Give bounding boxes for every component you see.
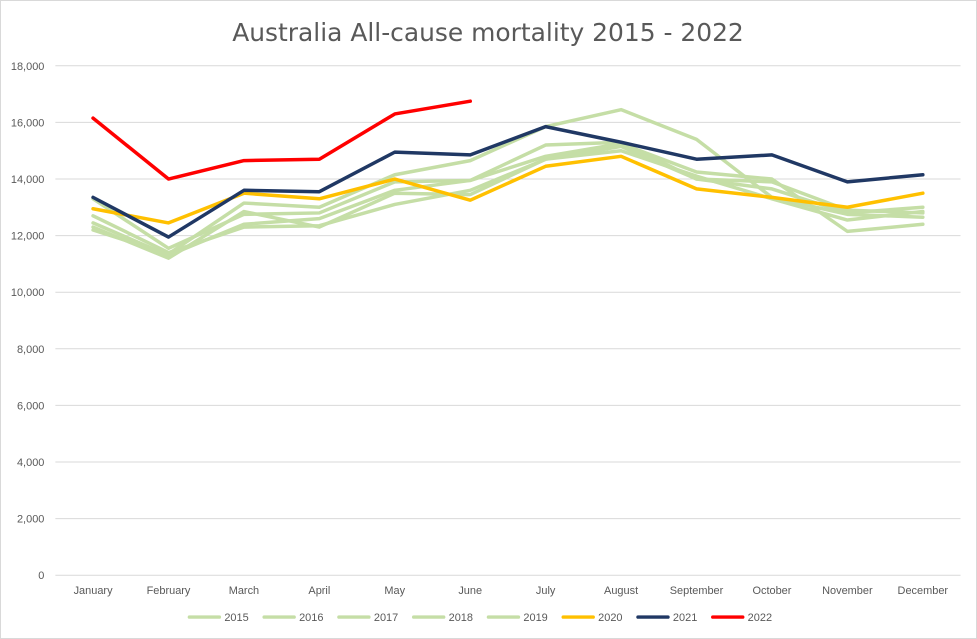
x-tick-label: January [74, 585, 113, 597]
series-line-2021 [91, 124, 925, 239]
y-tick-label: 14,000 [11, 174, 45, 186]
x-tick-label: August [604, 585, 638, 597]
y-tick-label: 0 [38, 570, 44, 582]
x-tick-label: December [898, 585, 949, 597]
x-tick-label: May [384, 585, 405, 597]
x-tick-label: April [308, 585, 330, 597]
y-tick-label: 16,000 [11, 117, 45, 129]
legend-item-2022: 2022 [711, 612, 772, 624]
legend-item-2020: 2020 [561, 612, 623, 624]
y-axis-tick-labels: 0 2,000 4,000 6,000 8,000 10,000 12,000 14,000 1… [11, 61, 45, 582]
x-tick-label: June [458, 585, 482, 597]
y-tick-label: 2,000 [17, 514, 44, 526]
x-tick-label: September [670, 585, 724, 597]
x-tick-label: February [147, 585, 191, 597]
y-tick-label: 12,000 [11, 231, 45, 243]
series-lines [91, 99, 925, 260]
y-tick-label: 4,000 [17, 457, 44, 469]
x-tick-label: October [752, 585, 791, 597]
legend-item-2019: 2019 [486, 612, 548, 624]
series-line-2019 [91, 140, 925, 251]
legend-label: 2019 [523, 612, 547, 624]
series-line-2018 [91, 141, 925, 258]
legend-label: 2018 [449, 612, 473, 624]
x-tick-label: November [822, 585, 873, 597]
chart-title: Australia All-cause mortality 2015 - 202… [232, 18, 744, 47]
y-tick-label: 10,000 [11, 287, 45, 299]
legend-item-2018: 2018 [411, 612, 473, 624]
legend-item-2021: 2021 [636, 612, 697, 624]
legend: 2015 2016 2017 2018 2019 2020 2021 2022 [187, 612, 772, 624]
legend-item-2015: 2015 [187, 612, 249, 624]
x-tick-label: July [536, 585, 556, 597]
series-line-2022 [91, 99, 473, 181]
legend-item-2016: 2016 [262, 612, 323, 624]
legend-label: 2015 [224, 612, 248, 624]
legend-label: 2022 [748, 612, 772, 624]
x-axis-tick-labels: January February March April May June July Augu… [74, 585, 949, 597]
y-tick-label: 18,000 [11, 61, 45, 73]
legend-item-2017: 2017 [337, 612, 398, 624]
y-tick-label: 6,000 [17, 400, 44, 412]
x-tick-label: March [229, 585, 259, 597]
legend-label: 2020 [598, 612, 622, 624]
legend-label: 2017 [374, 612, 398, 624]
legend-label: 2016 [299, 612, 323, 624]
y-tick-label: 8,000 [17, 344, 44, 356]
legend-label: 2021 [673, 612, 697, 624]
